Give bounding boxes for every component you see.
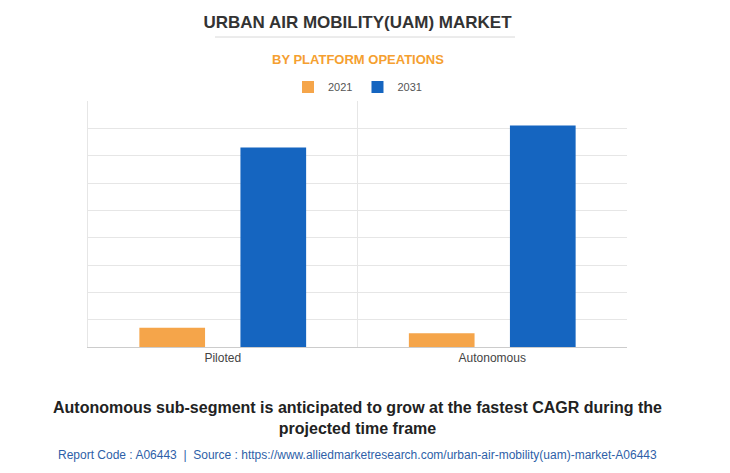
svg-text:URBAN AIR MOBILITY(UAM) MARKET: URBAN AIR MOBILITY(UAM) MARKET [203, 13, 512, 32]
svg-text:2031: 2031 [397, 81, 421, 93]
svg-text:Piloted: Piloted [204, 351, 241, 365]
svg-text:BY PLATFORM OPEATIONS: BY PLATFORM OPEATIONS [272, 52, 444, 67]
svg-text:Autonomous sub-segment is anti: Autonomous sub-segment is anticipated to… [53, 399, 662, 437]
svg-text:Report Code : A06443 | Sourc: Report Code : A06443 | Source : https://… [58, 448, 657, 462]
svg-text:Autonomous: Autonomous [459, 351, 526, 365]
svg-text:2021: 2021 [328, 81, 352, 93]
